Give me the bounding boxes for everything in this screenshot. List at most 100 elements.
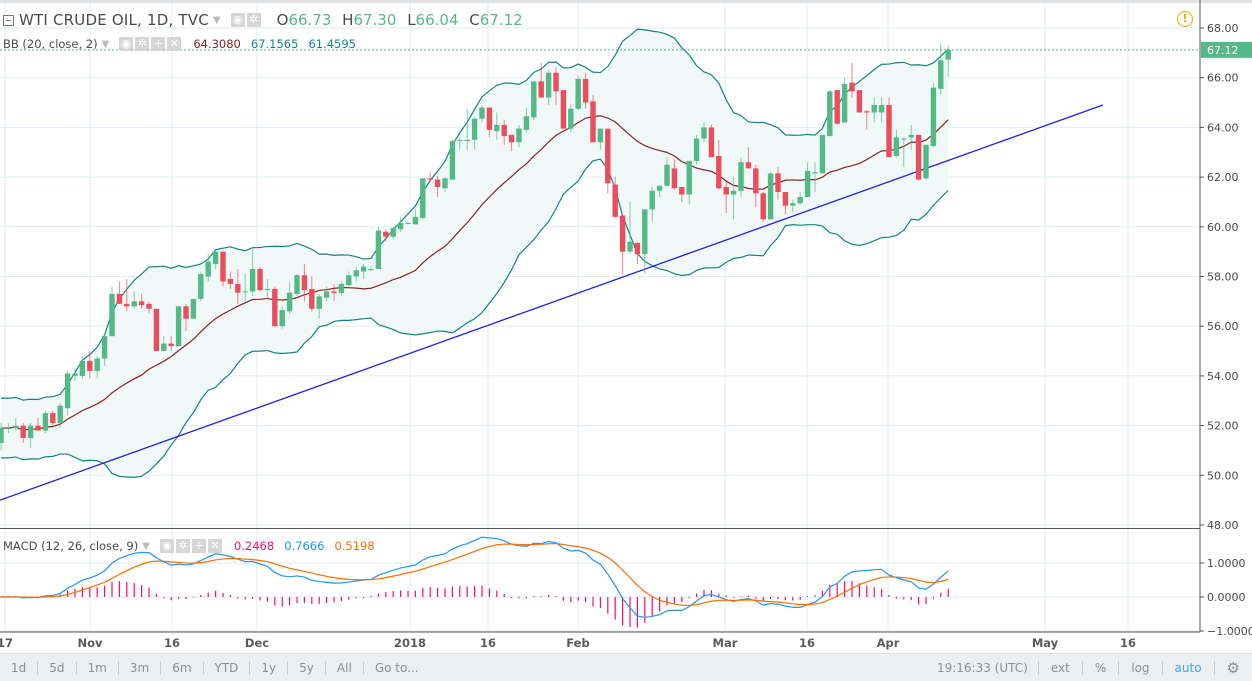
chevron-down-icon[interactable]: ▼ — [212, 14, 221, 26]
candle-body — [353, 270, 359, 277]
candle — [368, 266, 374, 272]
candle-body — [190, 298, 197, 319]
candle — [131, 291, 137, 309]
candle — [309, 276, 315, 312]
percent-toggle[interactable]: % — [1081, 660, 1118, 675]
gear-icon[interactable]: ✲ — [135, 37, 150, 51]
candle — [360, 264, 367, 279]
range-6m-button[interactable]: 6m — [161, 660, 204, 675]
last-price-label: 67.12 — [1207, 44, 1239, 57]
candle — [782, 192, 789, 215]
candle-body — [716, 155, 722, 189]
time-tick-label: Feb — [566, 636, 589, 650]
candle — [50, 410, 56, 429]
close-icon[interactable]: ✕ — [167, 37, 182, 51]
macd-legend: MACD (12, 26, close, 9) ▼ ◉ ✲ + ✕ 0.2468 0.… — [3, 539, 375, 553]
gear-icon[interactable]: ✲ — [175, 539, 190, 553]
candle — [87, 351, 93, 379]
candle — [878, 97, 885, 123]
candle-body — [767, 173, 774, 220]
price-tick-label: 54.00 — [1207, 370, 1239, 383]
chevron-down-icon[interactable]: ▼ — [142, 540, 150, 552]
candle-body — [457, 139, 463, 141]
candle-body — [420, 178, 426, 219]
candle-body — [597, 128, 604, 143]
candle — [701, 122, 707, 143]
candle-body — [590, 101, 596, 143]
candle-body — [494, 124, 500, 132]
candle-body — [812, 172, 818, 174]
candle — [338, 281, 345, 297]
candle — [72, 368, 78, 381]
candle — [323, 286, 330, 302]
candle-body — [538, 81, 544, 98]
candle-body — [346, 275, 352, 286]
time-tick-label: Dec — [245, 636, 269, 650]
candle — [730, 177, 737, 220]
range-5y-button[interactable]: 5y — [288, 660, 326, 675]
range-5d-button[interactable]: 5d — [38, 660, 77, 675]
candle — [864, 110, 870, 130]
range-all-button[interactable]: All — [326, 660, 364, 675]
candle-body — [279, 310, 285, 327]
chevron-down-icon[interactable]: ▼ — [101, 38, 110, 50]
candle-body — [323, 291, 330, 298]
candle — [605, 128, 611, 194]
high-value: 67.30 — [353, 11, 397, 29]
symbol-title[interactable]: WTI CRUDE OIL, 1D, TVC — [19, 11, 209, 29]
range-3m-button[interactable]: 3m — [119, 660, 162, 675]
bb-fill — [1, 29, 949, 478]
candle-body — [804, 170, 811, 197]
candle-body — [745, 162, 752, 169]
range-1d-button[interactable]: 1d — [0, 660, 39, 675]
candle-body — [753, 168, 759, 194]
alert-icon[interactable]: ! — [1177, 11, 1193, 27]
chart-canvas[interactable]: 68.00 66.00 64.00 62.00 60.00 58.00 56.00 54.00… — [0, 0, 1252, 653]
ext-toggle[interactable]: ext — [1037, 660, 1082, 675]
plus-icon[interactable]: + — [151, 37, 166, 51]
eye-icon[interactable]: ◉ — [230, 13, 245, 27]
candle-body — [50, 413, 56, 424]
time-tick-label: Nov — [77, 636, 103, 650]
candle — [923, 144, 929, 180]
candle-body — [575, 78, 581, 109]
candle-body — [72, 373, 78, 376]
candle-body — [412, 216, 419, 225]
candle-body — [116, 293, 123, 304]
bb-lower-value: 61.4595 — [308, 37, 356, 51]
candle-body — [13, 425, 19, 429]
bb-label[interactable]: BB (20, close, 2) — [3, 37, 98, 51]
candle-body — [605, 128, 611, 184]
candle-body — [708, 127, 715, 158]
candle-body — [679, 187, 685, 195]
goto-button[interactable]: Go to... — [374, 660, 419, 675]
log-toggle[interactable]: log — [1118, 660, 1161, 675]
range-ytd-button[interactable]: YTD — [204, 660, 251, 675]
candle — [627, 201, 633, 255]
collapse-icon[interactable] — [3, 14, 14, 26]
plus-icon[interactable]: + — [191, 539, 206, 553]
candle-body — [434, 179, 441, 188]
time-tick-label: 16 — [164, 636, 180, 650]
candle — [375, 226, 382, 270]
eye-icon[interactable]: ◉ — [119, 37, 134, 51]
candle — [161, 336, 167, 352]
candle — [827, 90, 833, 137]
candle-body — [205, 261, 211, 277]
range-1m-button[interactable]: 1m — [77, 660, 119, 675]
eye-icon[interactable]: ◉ — [159, 539, 174, 553]
bb-upper-line — [1, 28, 949, 401]
gear-icon[interactable]: ⚙ — [1213, 660, 1252, 675]
price-tick-label: 58.00 — [1207, 271, 1239, 284]
range-1y-button[interactable]: 1y — [250, 660, 289, 675]
candle — [649, 187, 655, 222]
candle — [553, 67, 559, 106]
candle-body — [242, 291, 248, 293]
candle — [723, 182, 729, 214]
gear-icon[interactable]: ✲ — [246, 13, 261, 27]
candle-body — [834, 90, 840, 124]
candle-body — [856, 90, 863, 113]
macd-label[interactable]: MACD (12, 26, close, 9) — [3, 539, 139, 553]
auto-toggle[interactable]: auto — [1161, 660, 1214, 675]
close-icon[interactable]: ✕ — [207, 539, 222, 553]
